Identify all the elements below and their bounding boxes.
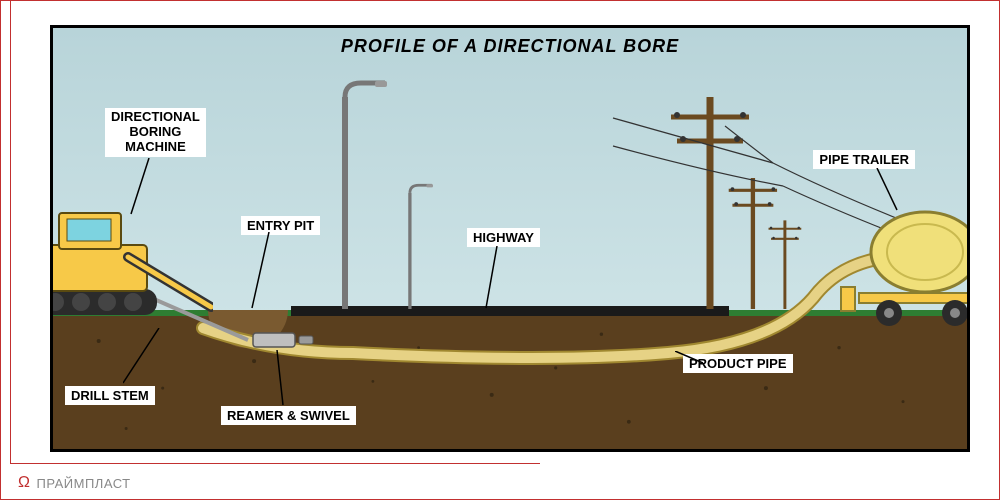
callout-line xyxy=(867,168,899,212)
label-pipe-trailer: PIPE TRAILER xyxy=(813,150,915,169)
brand-logo-icon: Ω xyxy=(18,474,30,492)
accent-line-horizontal xyxy=(10,463,540,464)
diagram-title: PROFILE OF A DIRECTIONAL BORE xyxy=(53,36,967,57)
brand: Ω ПРАЙМПЛАСТ xyxy=(18,474,131,492)
streetlight-icon xyxy=(327,79,387,314)
streetlight-icon xyxy=(400,183,433,315)
diagram: PROFILE OF A DIRECTIONAL BORE xyxy=(50,25,970,452)
accent-line-vertical xyxy=(10,0,11,464)
label-reamer-swivel: REAMER & SWIVEL xyxy=(221,406,356,425)
powerpole-icon xyxy=(766,217,804,314)
ground xyxy=(53,314,967,449)
soil-texture-icon xyxy=(53,314,967,449)
callout-line xyxy=(129,158,169,218)
pipe-trailer-icon xyxy=(835,197,970,327)
label-highway: HIGHWAY xyxy=(467,228,540,247)
callout-line xyxy=(485,246,521,310)
callout-line xyxy=(251,232,281,310)
callout-line xyxy=(275,350,305,408)
brand-text: ПРАЙМПЛАСТ xyxy=(36,476,130,491)
label-drill-stem: DRILL STEM xyxy=(65,386,155,405)
callout-line xyxy=(123,328,163,386)
label-boring-machine: DIRECTIONALBORINGMACHINE xyxy=(105,108,206,157)
callout-line xyxy=(675,351,705,369)
